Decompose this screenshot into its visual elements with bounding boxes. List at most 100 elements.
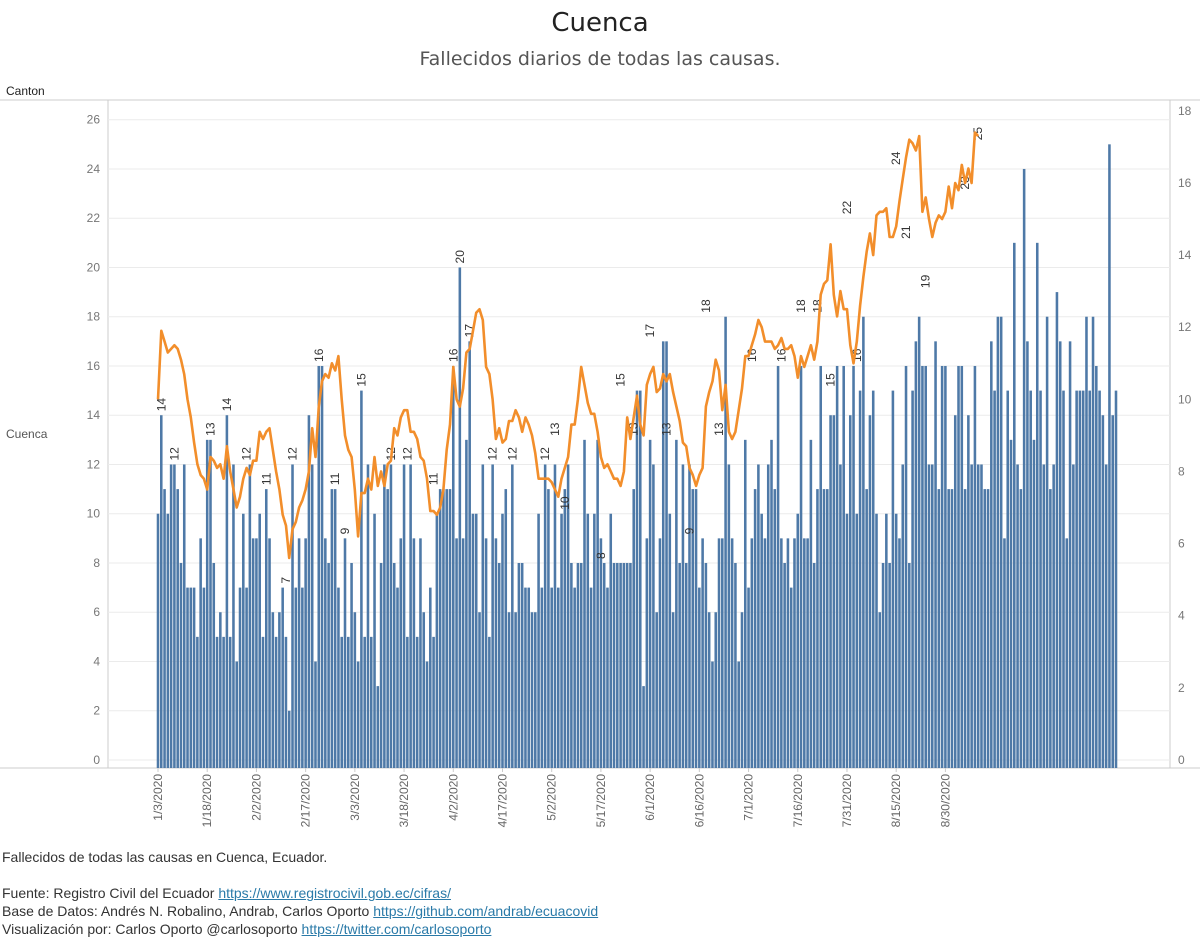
bar: [255, 538, 258, 768]
bar: [822, 489, 826, 768]
bar: [599, 538, 603, 768]
bar: [386, 489, 389, 768]
bar: [691, 489, 695, 768]
bar: [458, 267, 462, 768]
bar: [770, 439, 773, 768]
bar: [225, 415, 229, 768]
bar: [967, 415, 970, 768]
bar: [747, 587, 750, 768]
bar: [990, 341, 993, 768]
y-left-tick-label: 22: [87, 211, 101, 225]
bar: [757, 464, 760, 768]
bar: [451, 365, 455, 768]
bar: [661, 341, 665, 768]
bar: [1091, 316, 1095, 768]
bar: [694, 489, 698, 768]
bar-value-label: 12: [400, 447, 414, 461]
bar: [698, 587, 701, 768]
bar-value-label: 20: [453, 250, 467, 264]
y-right-tick-label: 6: [1178, 537, 1185, 551]
footer-database: Base de Datos: Andrés N. Robalino, Andra…: [2, 903, 598, 919]
bar-value-label: 12: [286, 447, 300, 461]
bar: [730, 538, 734, 768]
bar: [363, 636, 366, 768]
y-left-tick-label: 16: [87, 359, 101, 373]
bar: [898, 538, 901, 768]
bar: [1052, 464, 1055, 768]
bar: [911, 390, 914, 768]
y-left-tick-label: 20: [87, 260, 101, 274]
bar: [586, 513, 590, 768]
bar: [750, 538, 754, 768]
bar: [773, 489, 777, 768]
bar: [579, 562, 583, 768]
bar: [688, 464, 691, 768]
bar: [406, 636, 409, 768]
bar: [960, 365, 964, 768]
x-tick-label: 8/15/2020: [889, 774, 903, 828]
bar: [717, 538, 721, 768]
bar: [540, 587, 544, 768]
bar-value-label: 15: [354, 373, 368, 387]
footer-caption: Fallecidos de todas las causas en Cuenca…: [2, 849, 328, 865]
bar: [865, 489, 868, 768]
bar: [435, 513, 439, 768]
bar: [829, 415, 832, 768]
bar-value-label: 12: [486, 447, 500, 461]
bar: [383, 464, 386, 768]
bar: [445, 489, 448, 768]
bar: [1108, 144, 1111, 768]
bar: [848, 415, 852, 768]
y-left-tick-label: 12: [87, 457, 101, 471]
footer-source: Fuente: Registro Civil del Ecuador https…: [2, 885, 451, 901]
bar: [796, 513, 800, 768]
bar: [632, 489, 635, 768]
bar: [507, 612, 511, 768]
bar-value-label: 12: [538, 447, 552, 461]
bar-value-label: 17: [643, 324, 657, 338]
bar: [704, 562, 708, 768]
bar: [209, 439, 212, 768]
bar: [1095, 365, 1098, 768]
bar: [1085, 316, 1088, 768]
bar: [934, 341, 937, 768]
bar: [182, 464, 186, 768]
bar-value-label: 22: [840, 201, 854, 215]
y-right-tick-label: 18: [1178, 104, 1192, 118]
bar: [944, 365, 947, 768]
bar: [707, 612, 711, 768]
bar: [399, 538, 403, 768]
bar: [619, 562, 622, 768]
bar-value-label: 24: [889, 151, 903, 165]
bar: [671, 612, 675, 768]
chart-title: Cuenca: [551, 8, 649, 38]
bar: [724, 316, 727, 768]
bar: [963, 489, 967, 768]
source-link[interactable]: https://www.registrocivil.gob.ec/cifras/: [218, 885, 451, 901]
visualization-prefix: Visualización por: Carlos Oporto @carlos…: [2, 921, 302, 937]
bar: [609, 513, 613, 768]
y-left-tick-label: 24: [87, 162, 101, 176]
bar: [537, 513, 540, 768]
bar: [438, 489, 442, 768]
x-tick-label: 7/31/2020: [840, 774, 854, 828]
bar: [196, 636, 199, 768]
bar: [904, 365, 908, 768]
database-link[interactable]: https://github.com/andrab/ecuacovid: [373, 903, 599, 919]
bar: [553, 464, 557, 768]
bar: [1072, 464, 1075, 768]
visualization-link[interactable]: https://twitter.com/carlosoporto: [301, 921, 492, 937]
bar: [461, 538, 465, 768]
bar: [442, 489, 445, 768]
y-left-tick-label: 0: [93, 753, 100, 767]
bar: [763, 538, 767, 768]
x-tick-label: 3/3/2020: [348, 774, 362, 821]
x-tick-label: 8/30/2020: [938, 774, 952, 828]
bar: [1016, 464, 1019, 768]
y-right-tick-label: 14: [1178, 248, 1192, 262]
bar: [819, 365, 823, 768]
bar: [1029, 390, 1032, 768]
bar: [340, 636, 344, 768]
bar: [563, 489, 567, 768]
bar: [937, 489, 941, 768]
